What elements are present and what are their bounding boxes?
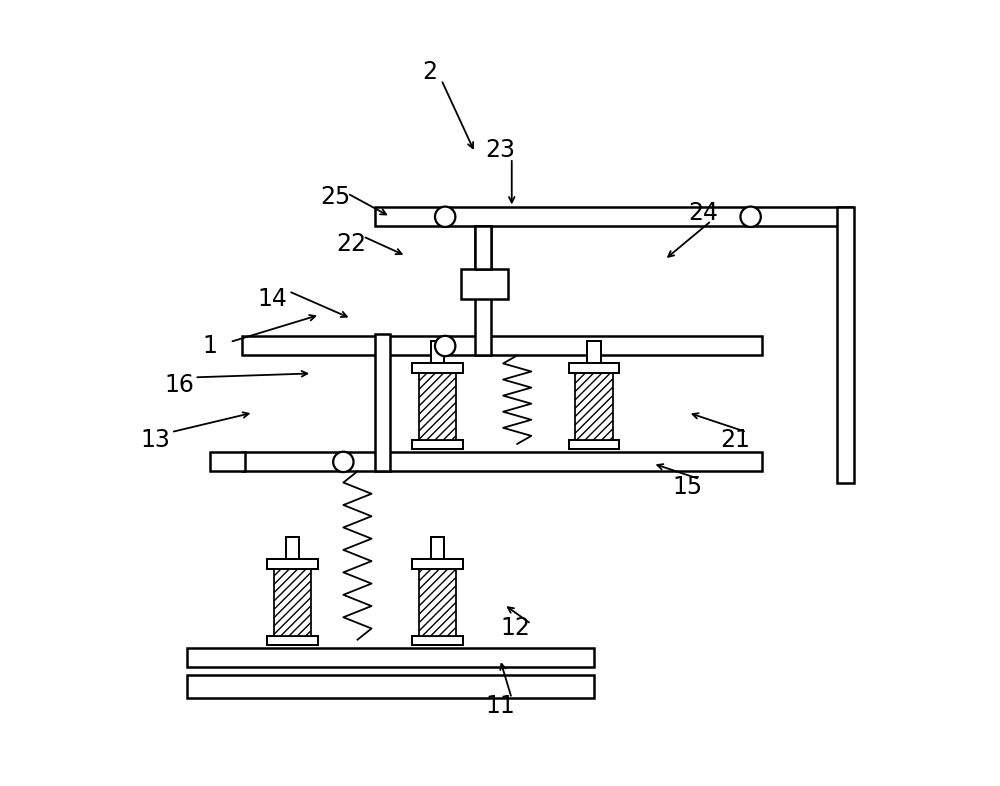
Bar: [375, 334, 390, 472]
Bar: [375, 336, 762, 355]
Text: 2: 2: [422, 60, 437, 84]
Bar: [267, 559, 318, 568]
Bar: [267, 636, 318, 645]
Bar: [461, 270, 508, 299]
Bar: [210, 452, 245, 472]
Bar: [569, 363, 619, 373]
Text: 1: 1: [203, 334, 218, 358]
Bar: [412, 636, 463, 645]
Bar: [475, 226, 491, 270]
Bar: [286, 537, 299, 559]
Bar: [837, 207, 854, 483]
Text: 16: 16: [164, 373, 194, 397]
Bar: [242, 452, 762, 472]
Text: 22: 22: [336, 232, 366, 256]
Bar: [587, 341, 601, 363]
Bar: [419, 373, 456, 439]
Bar: [431, 537, 444, 559]
Text: 23: 23: [485, 138, 515, 162]
Circle shape: [435, 207, 455, 227]
Bar: [412, 363, 463, 373]
Bar: [575, 373, 613, 439]
Text: 12: 12: [501, 616, 531, 640]
Bar: [431, 341, 444, 363]
Bar: [569, 439, 619, 450]
Text: 11: 11: [485, 694, 515, 718]
Bar: [419, 568, 456, 636]
Circle shape: [435, 336, 455, 356]
Circle shape: [333, 452, 354, 472]
Bar: [187, 675, 594, 699]
Bar: [274, 568, 311, 636]
Text: 25: 25: [320, 185, 351, 209]
Text: 14: 14: [258, 287, 288, 311]
Text: 21: 21: [720, 428, 750, 452]
Text: 13: 13: [140, 428, 170, 452]
Bar: [475, 226, 491, 355]
Circle shape: [740, 207, 761, 227]
Text: 24: 24: [689, 201, 719, 225]
Bar: [242, 336, 379, 355]
Text: 15: 15: [673, 475, 703, 499]
Bar: [412, 439, 463, 450]
Bar: [412, 559, 463, 568]
Bar: [187, 648, 594, 667]
Bar: [375, 207, 852, 226]
